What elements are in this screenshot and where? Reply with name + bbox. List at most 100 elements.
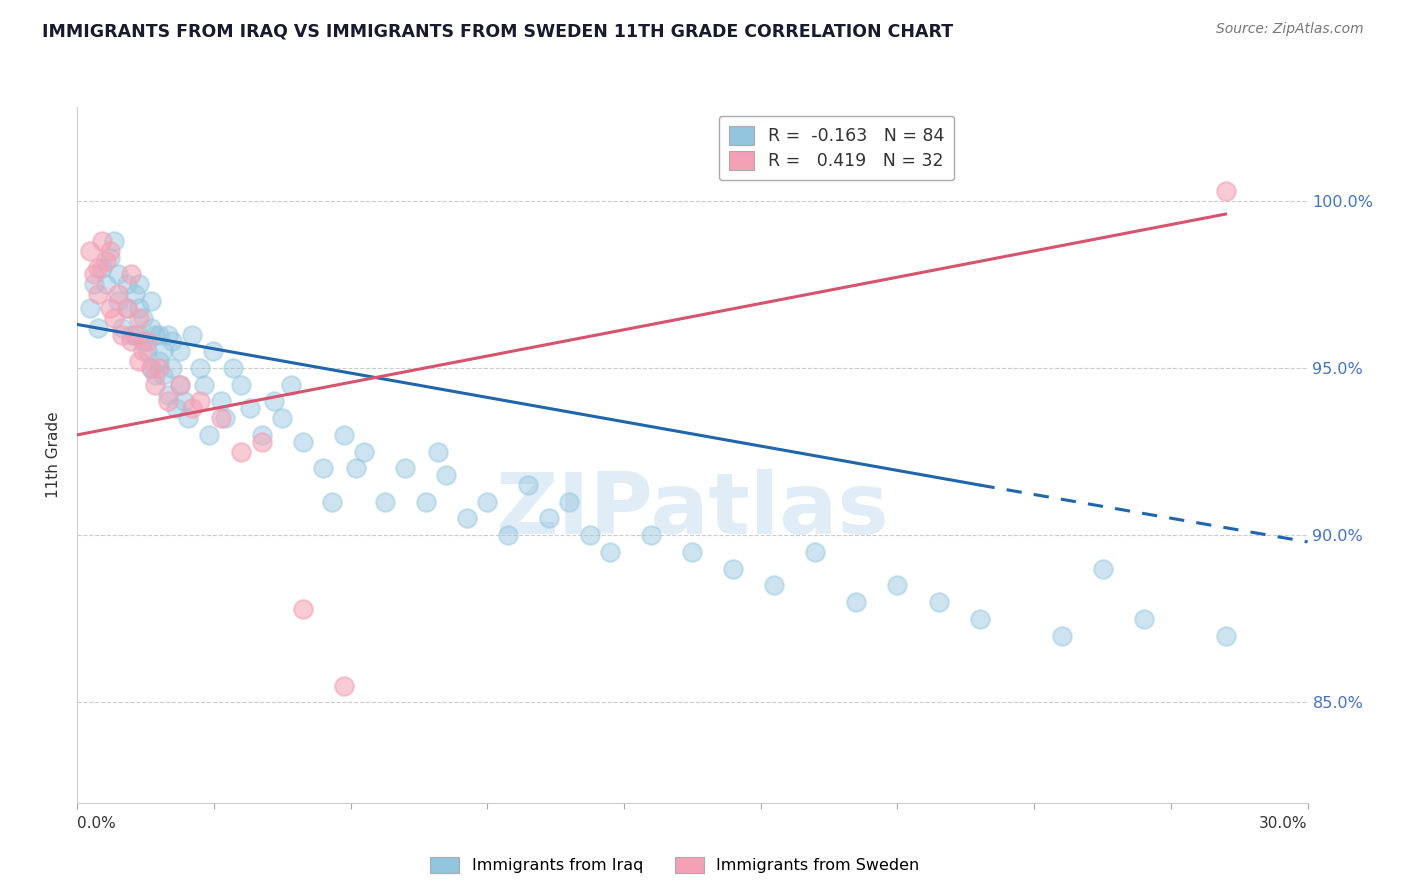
- Point: [496, 528, 519, 542]
- Point: [87, 287, 110, 301]
- Point: [79, 301, 101, 315]
- Point: [517, 478, 540, 492]
- Point: [436, 468, 458, 483]
- Text: 30.0%: 30.0%: [1260, 816, 1308, 831]
- Point: [558, 494, 581, 508]
- Point: [87, 260, 110, 275]
- Point: [98, 301, 121, 315]
- Point: [763, 578, 786, 592]
- Point: [120, 327, 142, 342]
- Point: [1215, 184, 1237, 198]
- Point: [107, 294, 129, 309]
- Point: [173, 394, 195, 409]
- Point: [94, 254, 117, 268]
- Point: [427, 444, 450, 458]
- Point: [143, 368, 166, 382]
- Point: [79, 244, 101, 258]
- Point: [222, 361, 245, 376]
- Point: [143, 377, 166, 392]
- Point: [1050, 629, 1073, 643]
- Point: [148, 361, 170, 376]
- Point: [188, 394, 212, 409]
- Legend: Immigrants from Iraq, Immigrants from Sweden: Immigrants from Iraq, Immigrants from Sw…: [423, 850, 927, 880]
- Point: [115, 301, 138, 315]
- Point: [1091, 562, 1114, 576]
- Point: [374, 494, 396, 508]
- Point: [141, 361, 163, 376]
- Point: [148, 354, 170, 368]
- Point: [136, 344, 159, 359]
- Point: [128, 277, 150, 292]
- Point: [156, 327, 179, 342]
- Point: [394, 461, 416, 475]
- Point: [201, 344, 224, 359]
- Point: [156, 388, 179, 402]
- Point: [1132, 612, 1154, 626]
- Point: [197, 427, 219, 442]
- Point: [579, 528, 602, 542]
- Point: [98, 244, 121, 258]
- Text: 0.0%: 0.0%: [77, 816, 117, 831]
- Point: [353, 444, 375, 458]
- Point: [263, 394, 285, 409]
- Point: [456, 511, 478, 525]
- Point: [156, 394, 179, 409]
- Point: [1215, 629, 1237, 643]
- Point: [886, 578, 908, 592]
- Point: [160, 361, 183, 376]
- Point: [107, 287, 129, 301]
- Point: [148, 327, 170, 342]
- Point: [599, 545, 621, 559]
- Point: [280, 377, 302, 392]
- Point: [111, 321, 134, 335]
- Point: [169, 377, 191, 392]
- Point: [804, 545, 827, 559]
- Point: [87, 321, 110, 335]
- Point: [312, 461, 335, 475]
- Point: [537, 511, 560, 525]
- Point: [321, 494, 343, 508]
- Point: [291, 434, 314, 449]
- Text: IMMIGRANTS FROM IRAQ VS IMMIGRANTS FROM SWEDEN 11TH GRADE CORRELATION CHART: IMMIGRANTS FROM IRAQ VS IMMIGRANTS FROM …: [42, 22, 953, 40]
- Legend: R =  -0.163   N = 84, R =   0.419   N = 32: R = -0.163 N = 84, R = 0.419 N = 32: [718, 116, 955, 180]
- Point: [165, 401, 187, 416]
- Point: [239, 401, 262, 416]
- Point: [103, 234, 125, 248]
- Point: [136, 334, 159, 349]
- Point: [271, 411, 294, 425]
- Point: [103, 310, 125, 325]
- Point: [115, 301, 138, 315]
- Point: [291, 601, 314, 615]
- Point: [83, 268, 105, 282]
- Point: [83, 277, 105, 292]
- Point: [128, 301, 150, 315]
- Point: [132, 310, 155, 325]
- Point: [723, 562, 745, 576]
- Text: Source: ZipAtlas.com: Source: ZipAtlas.com: [1216, 22, 1364, 37]
- Text: ZIPatlas: ZIPatlas: [495, 469, 890, 552]
- Point: [250, 427, 273, 442]
- Point: [209, 394, 232, 409]
- Point: [193, 377, 215, 392]
- Point: [90, 260, 114, 275]
- Point: [231, 444, 253, 458]
- Point: [107, 268, 129, 282]
- Point: [344, 461, 367, 475]
- Point: [169, 344, 191, 359]
- Point: [214, 411, 236, 425]
- Point: [94, 277, 117, 292]
- Point: [477, 494, 499, 508]
- Y-axis label: 11th Grade: 11th Grade: [46, 411, 62, 499]
- Point: [152, 368, 174, 382]
- Point: [169, 377, 191, 392]
- Point: [141, 361, 163, 376]
- Point: [845, 595, 868, 609]
- Point: [128, 354, 150, 368]
- Point: [682, 545, 704, 559]
- Point: [415, 494, 437, 508]
- Point: [143, 327, 166, 342]
- Point: [209, 411, 232, 425]
- Point: [152, 344, 174, 359]
- Point: [181, 401, 204, 416]
- Point: [969, 612, 991, 626]
